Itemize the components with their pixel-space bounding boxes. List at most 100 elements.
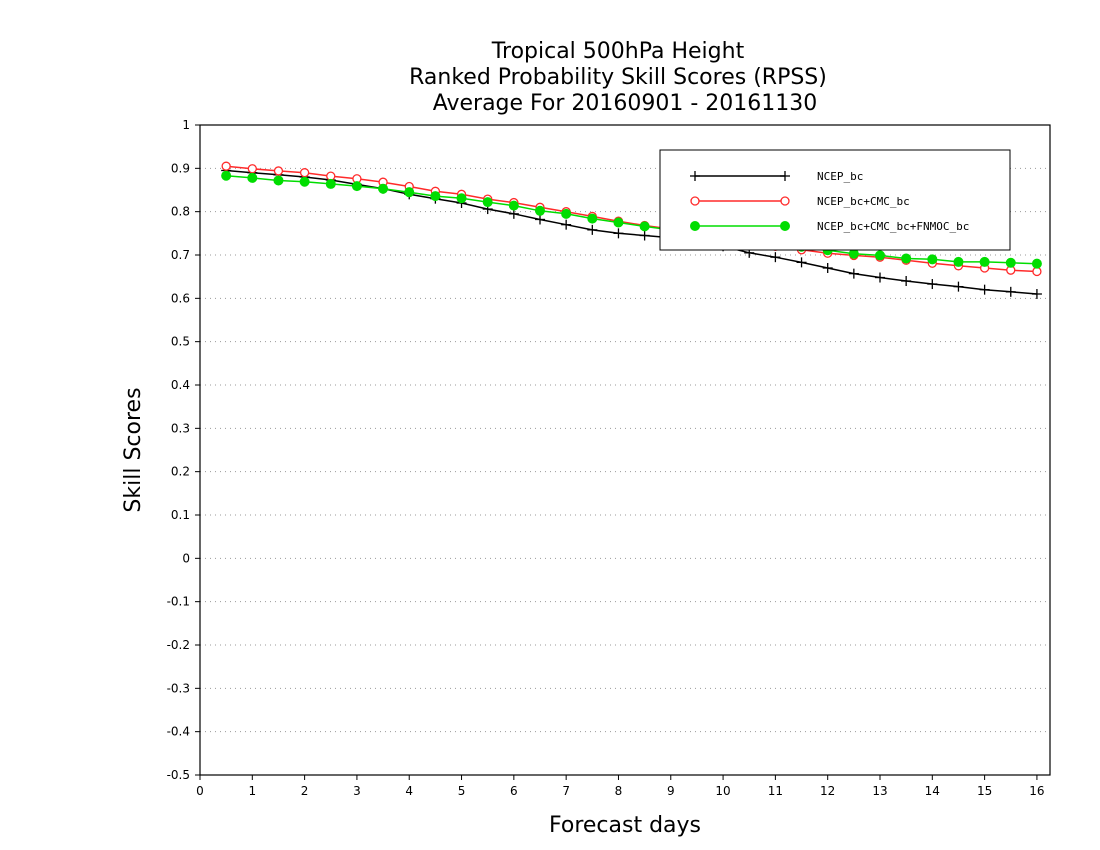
data-point [325,178,336,189]
y-tick-label: 1 [182,118,190,132]
x-tick-label: 14 [925,784,940,798]
data-point [1005,257,1016,268]
data-point [1031,289,1042,299]
y-axis: -0.5 -0.4 -0.3 -0.2 -0.1 0 0.1 0.2 0.3 0.4 0.5 0.6 0… [167,118,200,782]
data-point [587,224,598,235]
x-axis-label: Forecast days [549,813,701,838]
data-point [378,183,389,194]
y-tick-label: 0 [182,551,190,565]
data-point [273,175,284,186]
data-point [561,219,572,230]
chart-title-line-3: Average For 20160901 - 20161130 [433,91,818,116]
legend-box [659,149,1011,251]
data-point [848,268,859,279]
y-tick-label: 0.2 [171,465,190,479]
y-tick-label: 0.4 [171,378,190,392]
data-point [273,166,284,176]
legend-marker [780,171,790,181]
data-point [770,252,781,263]
x-tick-label: 7 [562,784,570,798]
data-point [953,281,964,292]
y-tick-label: -0.5 [167,768,190,782]
y-tick-label: 0.5 [171,335,190,349]
data-point [221,170,232,181]
legend-marker [780,196,790,206]
y-axis-label: Skill Scores [121,387,146,512]
data-point [587,213,598,224]
y-tick-label: 0.8 [171,205,190,219]
data-point [247,164,257,174]
data-point [613,217,624,228]
chart-title-line-2: Ranked Probability Skill Scores (RPSS) [409,65,827,90]
x-tick-label: 3 [353,784,361,798]
data-point [430,191,441,202]
data-point [508,200,519,211]
x-tick-label: 8 [615,784,623,798]
x-tick-label: 13 [872,784,887,798]
legend-label: NCEP_bc+CMC_bc+FNMOC_bc [817,220,969,233]
legend-entry: NCEP_bc+CMC_bc+FNMOC_bc [690,220,969,233]
data-point [875,250,885,261]
y-tick-label: 0.9 [171,161,190,175]
x-tick-label: 2 [301,784,309,798]
data-point [901,276,912,286]
y-tick-label: 0.7 [171,248,190,262]
data-point [482,197,493,208]
x-tick-label: 9 [667,784,675,798]
x-tick-label: 5 [458,784,466,798]
data-point [221,161,231,171]
legend-marker [690,221,700,231]
data-point [1031,258,1042,269]
data-point [351,181,362,192]
data-point [639,221,650,232]
data-point [404,187,415,198]
y-tick-label: -0.4 [167,725,190,739]
x-tick-label: 12 [820,784,835,798]
legend-marker [690,171,700,181]
data-point [639,230,650,241]
y-tick-label: 0.1 [171,508,190,522]
data-point [822,263,833,273]
x-tick-label: 4 [405,784,413,798]
plot-frame [199,124,1051,776]
data-point [1005,286,1016,297]
x-tick-label: 0 [196,784,204,798]
legend-marker [780,221,790,231]
data-point [848,248,859,259]
legend-label: NCEP_bc+CMC_bc [817,195,910,208]
data-point [247,172,258,183]
y-tick-label: 0.3 [171,421,190,435]
data-point [979,284,990,295]
data-point [613,228,624,239]
data-point [927,279,938,290]
x-tick-label: 11 [768,784,783,798]
legend-marker [690,196,700,206]
data-point [299,168,310,178]
y-tick-label: -0.3 [167,681,190,695]
y-tick-label: -0.2 [167,638,190,652]
x-tick-label: 16 [1029,784,1044,798]
data-point [979,256,990,267]
legend: NCEP_bc NCEP_bc+CMC_bc NCEP_bc+CMC_bc+FNMO… [659,149,1011,251]
chart-title: Tropical 500hPa Height Ranked Probabilit… [409,39,827,116]
data-point [561,208,572,219]
data-point [1032,266,1042,277]
data-point [299,176,310,187]
x-tick-label: 1 [248,784,256,798]
legend-entry: NCEP_bc [690,170,863,183]
chart-title-line-1: Tropical 500hPa Height [491,39,745,64]
x-tick-label: 6 [510,784,518,798]
data-point [875,272,885,283]
x-tick-label: 10 [715,784,730,798]
data-point [901,253,912,264]
data-point [796,257,807,268]
legend-label: NCEP_bc [817,170,863,183]
y-tick-label: -0.1 [167,595,190,609]
data-point [535,205,545,216]
data-point [927,254,938,265]
x-axis: 0 1 2 3 4 5 6 7 8 9 10 11 12 13 14 15 16 [196,775,1045,798]
data-point [535,214,545,225]
data-point [953,256,964,267]
x-tick-label: 15 [977,784,992,798]
